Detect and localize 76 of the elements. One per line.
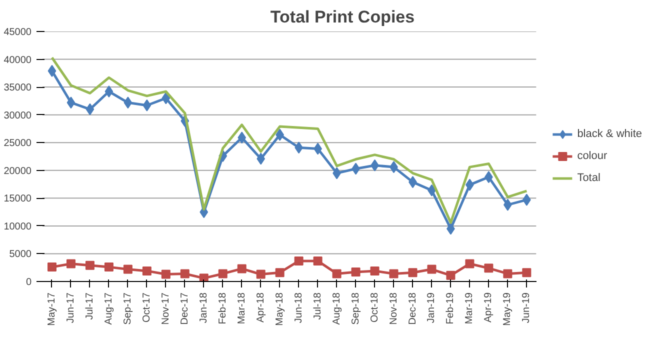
point	[503, 269, 512, 278]
point	[484, 264, 494, 273]
x-tick-label: Feb-18	[217, 292, 228, 324]
x-tick-label: Jun-18	[293, 292, 304, 324]
x-tick-label: Aug-18	[331, 292, 342, 325]
x-tick-label: Feb-19	[445, 292, 456, 324]
y-tick-label: 25000	[4, 138, 32, 150]
x-tick-label: Mar-19	[464, 292, 476, 324]
chart-title: Total Print Copies	[270, 8, 415, 26]
point	[66, 259, 76, 268]
x-tick-label: Sep-18	[350, 292, 362, 325]
point	[238, 132, 246, 144]
legend-label: black & white	[577, 128, 642, 140]
x-tick-label: Nov-17	[160, 292, 172, 325]
x-tick-label: May-19	[502, 292, 514, 326]
y-tick-label: 20000	[4, 166, 32, 177]
y-tick-label: 15000	[4, 194, 32, 205]
point	[256, 270, 266, 279]
x-tick-label: Apr-19	[483, 292, 494, 323]
point	[86, 103, 94, 116]
point	[294, 256, 304, 266]
point	[162, 92, 170, 104]
point	[256, 152, 266, 165]
point	[408, 268, 418, 278]
point	[351, 268, 360, 277]
y-tick-label: 0	[26, 277, 32, 288]
point	[123, 264, 132, 274]
point	[104, 86, 114, 98]
point	[313, 256, 322, 266]
y-tick-label: 35000	[4, 82, 32, 94]
point	[370, 266, 380, 276]
legend-label: colour	[577, 150, 608, 162]
point	[446, 270, 456, 280]
point	[389, 269, 398, 278]
x-tick-label: Jun-19	[521, 292, 532, 324]
x-tick-label: Apr-18	[255, 292, 266, 323]
x-tick-label: Sep-17	[122, 292, 134, 325]
y-tick-label: 40000	[4, 54, 32, 66]
point	[124, 96, 132, 109]
point	[47, 262, 56, 272]
point	[48, 64, 56, 77]
x-tick-label: May-17	[46, 292, 58, 326]
x-tick-label: Nov-18	[388, 292, 400, 325]
legend-label: Total	[577, 172, 600, 184]
x-tick-label: Mar-18	[236, 292, 248, 324]
x-tick-label: Jan-18	[198, 292, 210, 324]
y-tick-label: 30000	[4, 110, 32, 122]
point	[275, 268, 284, 278]
point	[180, 269, 190, 278]
x-tick-label: Jun-17	[65, 292, 76, 324]
y-tick-label: 10000	[4, 221, 32, 232]
point	[427, 264, 436, 274]
x-tick-label: Oct-18	[369, 292, 380, 323]
x-tick-label: Dec-18	[407, 292, 418, 325]
point	[66, 96, 76, 109]
point	[237, 264, 246, 274]
point	[332, 269, 342, 278]
point	[199, 274, 208, 282]
x-tick-label: Aug-17	[103, 292, 114, 325]
x-tick-label: May-18	[274, 292, 286, 326]
y-tick-label: 45000	[4, 27, 32, 38]
point	[85, 260, 94, 270]
x-tick-label: Jul-18	[312, 292, 324, 320]
point	[142, 266, 152, 276]
point	[142, 99, 152, 112]
point	[276, 128, 284, 141]
point	[161, 270, 170, 279]
x-tick-label: Jan-19	[426, 292, 438, 324]
x-tick-label: Jul-17	[84, 292, 96, 320]
point	[522, 268, 532, 278]
point	[104, 262, 114, 272]
point	[218, 269, 228, 278]
x-tick-label: Dec-17	[179, 292, 190, 325]
x-tick-label: Oct-17	[141, 292, 152, 323]
y-tick-label: 5000	[9, 249, 32, 260]
point	[465, 259, 474, 268]
